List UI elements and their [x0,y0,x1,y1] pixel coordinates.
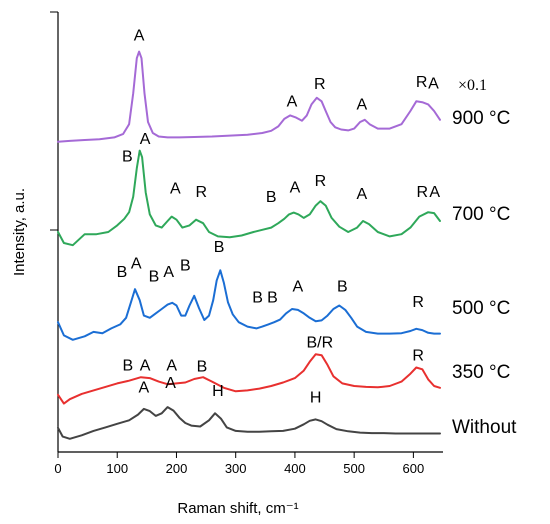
peak-label: B [252,289,263,306]
peak-label: H [310,389,322,406]
peak-label: B/R [306,335,333,352]
x-tick-label-600: 600 [403,461,425,476]
peak-label: A [357,186,368,203]
x-tick-label-300: 300 [225,461,247,476]
scale-factor-note: ×0.1 [458,77,487,94]
x-axis-title: Raman shift, cm⁻¹ [177,500,298,517]
peak-label: A [287,94,298,111]
peak-label: H [212,383,224,400]
peak-label: B [149,268,160,285]
peak-label: R [416,184,428,201]
peak-label: R [412,347,424,364]
peak-label: B [117,264,128,281]
peak-label: B [122,149,133,166]
series-line-1 [57,353,441,405]
peak-label: A [131,256,142,273]
peak-label: R [196,184,208,201]
x-tick-label-100: 100 [106,461,128,476]
series-label-350: 350 °C [452,362,510,383]
x-tick-label-500: 500 [343,461,365,476]
peak-label: B [267,289,278,306]
series-line-4 [57,50,441,143]
series-label-700: 700 °C [452,204,510,225]
peak-label: B [197,358,208,375]
peak-label: A [293,278,304,295]
series-label-500: 500 °C [452,298,510,319]
peak-label: B [337,278,348,295]
series-label-without: Without [452,417,517,438]
peak-label: A [170,181,181,198]
peak-label: B [123,358,134,375]
peak-label: A [165,375,176,392]
x-ticks: 0 100 200 300 400 500 600 [54,452,424,476]
x-tick-label-400: 400 [284,461,306,476]
peak-label: A [163,264,174,281]
series-line-0 [57,406,441,440]
peak-label: A [166,358,177,375]
series-line-2 [57,269,441,341]
peak-label: B [180,258,191,275]
peak-label: R [412,294,424,311]
peak-label: A [429,184,440,201]
series-label-900: 900 °C [452,108,510,129]
peak-label: A [139,380,150,397]
peak-label: B [266,189,277,206]
peak-label: A [357,97,368,114]
peak-label: R [315,173,327,190]
peak-label: A [290,179,301,196]
peak-label: A [134,28,145,45]
peak-label: R [416,74,428,91]
series-line-3 [57,149,441,247]
peak-label: A [140,358,151,375]
series-layer [57,50,441,440]
x-tick-label-200: 200 [166,461,188,476]
x-tick-label-0: 0 [54,461,61,476]
peak-label: A [140,131,151,148]
y-axis-title: Intensity, a.u. [11,188,28,276]
peak-label: A [428,76,439,93]
peak-label: B [214,239,225,256]
peak-label: R [314,76,326,93]
